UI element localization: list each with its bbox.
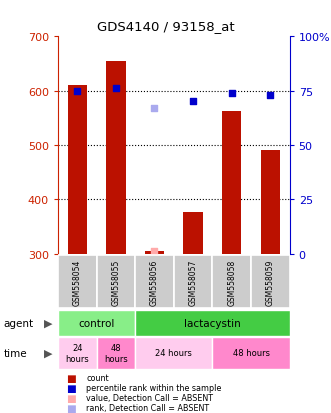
Text: ■: ■ (66, 393, 76, 403)
Bar (145, 251, 164, 254)
Text: agent: agent (3, 318, 33, 328)
FancyBboxPatch shape (58, 255, 97, 309)
Bar (106, 62, 125, 254)
Text: GSM558057: GSM558057 (189, 259, 198, 305)
FancyBboxPatch shape (135, 337, 213, 369)
Point (268, 93, 273, 99)
Text: ■: ■ (66, 403, 76, 413)
Text: 48
hours: 48 hours (104, 344, 128, 363)
FancyBboxPatch shape (58, 310, 135, 336)
Text: time: time (3, 348, 27, 358)
Text: lactacystin: lactacystin (184, 318, 241, 328)
Text: GSM558059: GSM558059 (266, 259, 275, 305)
Text: GSM558056: GSM558056 (150, 259, 159, 305)
Text: count: count (86, 373, 109, 382)
Bar (260, 151, 280, 254)
FancyBboxPatch shape (135, 255, 174, 309)
Point (74, 88, 80, 95)
Point (152, 248, 157, 254)
Text: rank, Detection Call = ABSENT: rank, Detection Call = ABSENT (86, 403, 209, 412)
Text: value, Detection Call = ABSENT: value, Detection Call = ABSENT (86, 393, 213, 402)
FancyBboxPatch shape (135, 310, 290, 336)
Bar (183, 212, 203, 254)
FancyBboxPatch shape (213, 255, 251, 309)
Text: 48 hours: 48 hours (232, 349, 269, 358)
Point (190, 99, 196, 105)
FancyBboxPatch shape (251, 255, 290, 309)
Text: ■: ■ (66, 383, 76, 393)
FancyBboxPatch shape (174, 255, 213, 309)
Text: control: control (78, 318, 115, 328)
Bar (222, 112, 241, 254)
Text: ▶: ▶ (44, 348, 52, 358)
Text: ■: ■ (66, 373, 76, 383)
Point (152, 105, 157, 112)
Point (113, 86, 118, 93)
FancyBboxPatch shape (58, 337, 97, 369)
Text: GDS4140 / 93158_at: GDS4140 / 93158_at (97, 20, 234, 33)
Text: GSM558054: GSM558054 (73, 259, 82, 305)
Text: 24 hours: 24 hours (155, 349, 192, 358)
FancyBboxPatch shape (213, 337, 290, 369)
Point (229, 90, 234, 97)
FancyBboxPatch shape (97, 255, 135, 309)
Bar (68, 86, 87, 254)
FancyBboxPatch shape (97, 337, 135, 369)
Text: GSM558055: GSM558055 (111, 259, 120, 305)
Text: 24
hours: 24 hours (65, 344, 89, 363)
Text: percentile rank within the sample: percentile rank within the sample (86, 383, 221, 392)
Text: ▶: ▶ (44, 318, 52, 328)
Text: GSM558058: GSM558058 (227, 259, 236, 305)
